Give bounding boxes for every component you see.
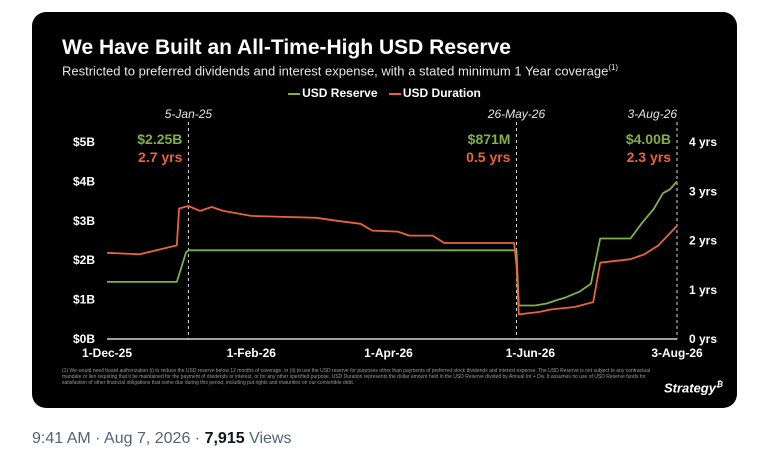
annotation-reserve-label: $4.00B bbox=[626, 131, 671, 147]
post-date[interactable]: Aug 7, 2026 bbox=[104, 430, 191, 447]
y-right-tick-label: 0 yrs bbox=[689, 332, 717, 346]
annotation-duration-label: 2.3 yrs bbox=[627, 149, 672, 165]
x-tick-label: 3-Aug-26 bbox=[651, 346, 703, 360]
y-left-tick-label: $0B bbox=[73, 332, 95, 346]
y-right-tick-label: 2 yrs bbox=[689, 234, 717, 248]
x-tick-label: 1-Jun-26 bbox=[506, 346, 556, 360]
x-tick-label: 1-Dec-25 bbox=[82, 346, 132, 360]
x-tick-label: 1-Feb-26 bbox=[227, 346, 277, 360]
series-line-usd-duration bbox=[106, 205, 678, 316]
legend-swatch-reserve bbox=[288, 92, 301, 95]
series-line-usd-reserve bbox=[107, 180, 678, 307]
views-count: 7,915 bbox=[204, 430, 245, 447]
annotation-duration-label: 0.5 yrs bbox=[466, 149, 511, 165]
logo-text: Strategy bbox=[663, 380, 716, 396]
chart-legend: USD Reserve USD Duration bbox=[32, 86, 737, 100]
chart-subtitle: Restricted to preferred dividends and in… bbox=[62, 63, 618, 78]
chart-plot: $0B $1B $2B $3B $4B $5B 0 yrs 1 yrs 2 yrs 3 yrs 4 … bbox=[73, 107, 717, 360]
chart-subtitle-text: Restricted to preferred dividends and in… bbox=[62, 63, 609, 79]
y-left-tick-label: $3B bbox=[73, 214, 95, 228]
x-tick-label: 1-Apr-26 bbox=[364, 346, 413, 360]
strategy-logo: Strategy₿ bbox=[664, 380, 723, 395]
y-right-tick-label: 3 yrs bbox=[689, 184, 717, 198]
annotation-date-label: 5-Jan-25 bbox=[165, 107, 213, 121]
annotation-date-label: 3-Aug-26 bbox=[628, 107, 678, 121]
y-left-tick-label: $5B bbox=[73, 135, 95, 149]
logo-mark: ₿ bbox=[715, 380, 723, 389]
legend-label-reserve: USD Reserve bbox=[302, 86, 378, 100]
chart-footnote: (1) We would need board authorization (i… bbox=[62, 368, 651, 386]
legend-label-duration: USD Duration bbox=[402, 86, 481, 100]
subtitle-footnote-marker: (1) bbox=[608, 63, 619, 72]
annotation-reserve-label: $871M bbox=[468, 131, 511, 147]
legend-item-duration: USD Duration bbox=[388, 86, 481, 100]
y-left-tick-label: $1B bbox=[73, 293, 95, 307]
views-label: Views bbox=[249, 430, 292, 447]
y-left-tick-label: $2B bbox=[73, 253, 95, 267]
annotation-date-label: 26-May-26 bbox=[487, 107, 546, 121]
legend-item-reserve: USD Reserve bbox=[288, 86, 378, 100]
annotation-duration-label: 2.7 yrs bbox=[138, 149, 183, 165]
post-time[interactable]: 9:41 AM bbox=[32, 430, 91, 447]
y-left-tick-label: $4B bbox=[73, 174, 95, 188]
annotation-reserve-label: $2.25B bbox=[137, 131, 182, 147]
chart-card[interactable]: We Have Built an All-Time-High USD Reser… bbox=[32, 12, 737, 408]
meta-separator: · bbox=[194, 430, 201, 447]
post-metadata: 9:41 AM · Aug 7, 2026 · 7,915 Views bbox=[32, 430, 291, 448]
y-right-tick-label: 1 yrs bbox=[689, 283, 717, 297]
legend-swatch-duration bbox=[388, 92, 401, 95]
y-right-tick-label: 4 yrs bbox=[689, 135, 717, 149]
chart-title: We Have Built an All-Time-High USD Reser… bbox=[62, 36, 511, 59]
meta-separator: · bbox=[95, 430, 101, 447]
